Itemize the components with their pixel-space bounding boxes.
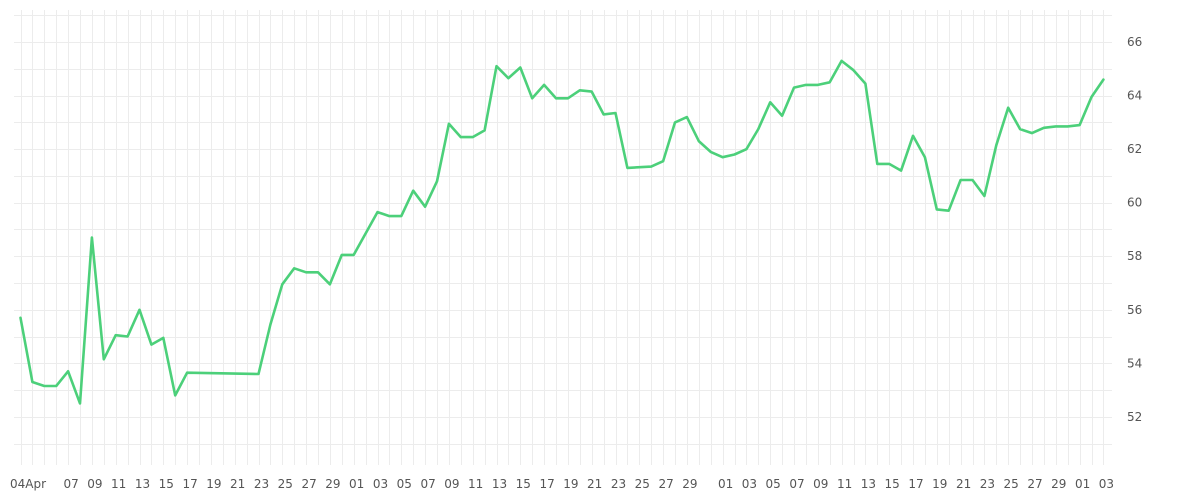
x-tick-label: 25: [278, 477, 293, 491]
x-tick-label: 17: [182, 477, 197, 491]
x-tick-label: 05: [766, 477, 781, 491]
x-tick-label: 04Apr: [10, 477, 46, 491]
y-tick-label: 64: [1127, 89, 1142, 103]
y-tick-label: 56: [1127, 303, 1142, 317]
x-tick-label: 19: [932, 477, 947, 491]
x-tick-label: 13: [492, 477, 507, 491]
y-tick-label: 60: [1127, 196, 1142, 210]
x-tick-label: 15: [885, 477, 900, 491]
x-tick-label: 27: [301, 477, 316, 491]
x-tick-label: 07: [63, 477, 78, 491]
x-tick-label: 27: [658, 477, 673, 491]
x-tick-label: 19: [206, 477, 221, 491]
x-tick-label: 05: [397, 477, 412, 491]
x-tick-label: 13: [135, 477, 150, 491]
x-tick-label: 01: [349, 477, 364, 491]
y-tick-label: 66: [1127, 35, 1142, 49]
x-tick-label: 11: [111, 477, 126, 491]
x-tick-label: 23: [980, 477, 995, 491]
x-tick-label: 21: [587, 477, 602, 491]
x-tick-label: 23: [611, 477, 626, 491]
x-tick-label: 09: [444, 477, 459, 491]
grid: [14, 10, 1112, 465]
x-tick-label: 27: [1027, 477, 1042, 491]
y-tick-label: 52: [1127, 410, 1142, 424]
x-tick-label: 01: [1075, 477, 1090, 491]
x-tick-label: 03: [1099, 477, 1114, 491]
x-tick-label: 09: [87, 477, 102, 491]
y-tick-label: 58: [1127, 249, 1142, 263]
x-tick-label: 13: [861, 477, 876, 491]
x-tick-label: 15: [159, 477, 174, 491]
x-tick-label: 23: [254, 477, 269, 491]
x-tick-label: 11: [468, 477, 483, 491]
x-tick-label: 29: [682, 477, 697, 491]
x-tick-label: 07: [420, 477, 435, 491]
x-tick-label: 01: [718, 477, 733, 491]
x-tick-label: 17: [539, 477, 554, 491]
x-tick-label: 11: [837, 477, 852, 491]
x-tick-label: 07: [789, 477, 804, 491]
y-axis: 52 54 56 58 60 62 64 66: [1127, 35, 1142, 424]
y-tick-label: 62: [1127, 142, 1142, 156]
x-tick-label: 03: [742, 477, 757, 491]
x-tick-label: 03: [373, 477, 388, 491]
x-tick-label: 25: [1004, 477, 1019, 491]
x-tick-label: 21: [956, 477, 971, 491]
x-axis: 04Apr 07 09 11 13 15 17 19 21 23 25 27 29 01 03 05 07 09 1…: [10, 477, 1114, 491]
x-tick-label: 29: [1051, 477, 1066, 491]
x-tick-label: 25: [635, 477, 650, 491]
series-line: [19, 59, 1105, 405]
x-tick-label: 21: [230, 477, 245, 491]
x-tick-label: 19: [563, 477, 578, 491]
x-tick-label: 15: [516, 477, 531, 491]
y-tick-label: 54: [1127, 356, 1142, 370]
series-layer: [19, 59, 1105, 405]
x-tick-label: 29: [325, 477, 340, 491]
x-tick-label: 17: [908, 477, 923, 491]
x-tick-label: 09: [813, 477, 828, 491]
